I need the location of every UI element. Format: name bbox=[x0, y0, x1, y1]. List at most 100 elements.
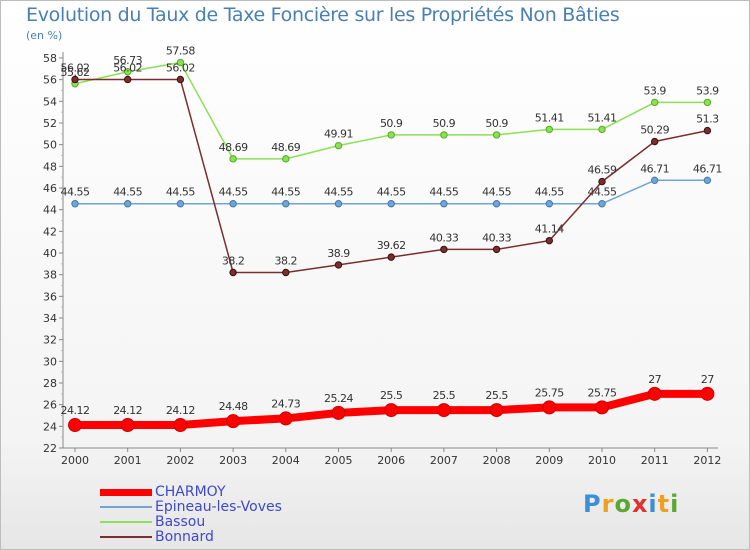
y-tick-label: 34 bbox=[43, 312, 57, 325]
data-point bbox=[545, 200, 553, 208]
legend-label: CHARMOY bbox=[155, 484, 226, 500]
data-label: 24.12 bbox=[113, 404, 142, 417]
data-label: 44.55 bbox=[535, 186, 564, 199]
data-point bbox=[278, 411, 293, 426]
data-label: 38.2 bbox=[222, 255, 245, 268]
data-label: 39.62 bbox=[377, 239, 406, 252]
y-tick-label: 54 bbox=[43, 95, 57, 108]
y-tick-label: 50 bbox=[43, 139, 57, 152]
data-label: 44.55 bbox=[429, 186, 458, 199]
data-label: 50.9 bbox=[380, 117, 403, 130]
x-tick-label: 2007 bbox=[430, 454, 458, 467]
unit-label: (en %) bbox=[26, 29, 63, 42]
data-point bbox=[703, 98, 712, 107]
data-label: 50.29 bbox=[640, 124, 669, 137]
data-label: 25.5 bbox=[485, 389, 508, 402]
data-point bbox=[703, 126, 712, 135]
data-point bbox=[229, 200, 237, 208]
data-label: 48.69 bbox=[219, 141, 248, 154]
data-label: 40.33 bbox=[429, 231, 458, 244]
data-point bbox=[176, 200, 185, 208]
data-label: 38.9 bbox=[327, 247, 350, 260]
data-point bbox=[229, 268, 237, 277]
data-point bbox=[492, 245, 501, 254]
data-label: 56.02 bbox=[61, 61, 90, 74]
data-point bbox=[334, 200, 343, 208]
data-label: 27 bbox=[648, 373, 661, 386]
y-tick-label: 44 bbox=[43, 204, 57, 217]
data-point bbox=[440, 200, 448, 208]
data-label: 40.33 bbox=[482, 231, 511, 244]
data-label: 55.62 bbox=[61, 66, 90, 79]
x-tick-label: 2005 bbox=[325, 454, 353, 467]
data-label: 25.24 bbox=[324, 392, 353, 405]
data-point bbox=[334, 261, 343, 269]
data-label: 25.5 bbox=[433, 389, 456, 402]
data-label: 44.55 bbox=[61, 186, 90, 199]
legend-swatch bbox=[100, 521, 152, 523]
data-point bbox=[651, 98, 659, 107]
data-label: 46.71 bbox=[640, 162, 669, 175]
data-label: 44.55 bbox=[113, 186, 142, 199]
data-point bbox=[176, 58, 185, 67]
x-tick-label: 2010 bbox=[588, 454, 616, 467]
y-tick-label: 52 bbox=[43, 117, 57, 130]
data-label: 44.55 bbox=[219, 186, 248, 199]
data-point bbox=[331, 405, 346, 420]
data-label: 25.75 bbox=[535, 386, 564, 399]
data-point bbox=[124, 75, 132, 84]
data-point bbox=[173, 418, 188, 433]
data-point bbox=[282, 155, 290, 163]
y-tick-label: 24 bbox=[43, 420, 57, 433]
data-label: 25.75 bbox=[588, 386, 617, 399]
legend-label: Epineau-les-Voves bbox=[155, 499, 282, 515]
data-label: 53.9 bbox=[643, 84, 666, 97]
data-point bbox=[545, 236, 553, 245]
data-point bbox=[440, 131, 448, 139]
y-tick-label: 42 bbox=[43, 225, 57, 238]
data-label: 46.71 bbox=[693, 162, 722, 175]
data-label: 53.9 bbox=[696, 84, 719, 97]
y-tick-label: 46 bbox=[43, 182, 57, 195]
y-tick-label: 58 bbox=[43, 52, 57, 65]
legend-label: Bonnard bbox=[155, 529, 214, 545]
data-label: 44.55 bbox=[271, 186, 300, 199]
data-point bbox=[598, 200, 606, 208]
chart-title: Evolution du Taux de Taxe Foncière sur l… bbox=[26, 4, 620, 26]
x-tick-label: 2006 bbox=[377, 454, 405, 467]
data-label: 41.14 bbox=[535, 223, 564, 236]
y-tick-label: 38 bbox=[43, 269, 57, 282]
data-point bbox=[71, 75, 79, 84]
x-tick-label: 2004 bbox=[272, 454, 300, 467]
y-tick-label: 28 bbox=[43, 377, 57, 390]
data-label: 51.41 bbox=[535, 111, 564, 124]
data-point bbox=[282, 200, 290, 208]
data-label: 38.2 bbox=[275, 255, 298, 268]
x-tick-label: 2003 bbox=[219, 454, 247, 467]
data-point bbox=[598, 177, 606, 186]
y-tick-label: 40 bbox=[43, 247, 57, 260]
data-point bbox=[651, 137, 659, 146]
data-label: 56.73 bbox=[113, 54, 142, 67]
data-label: 24.12 bbox=[61, 404, 90, 417]
data-label: 56.02 bbox=[166, 61, 195, 74]
y-tick-label: 36 bbox=[43, 290, 57, 303]
x-tick-label: 2002 bbox=[166, 454, 194, 467]
data-label: 57.58 bbox=[166, 45, 195, 58]
data-point bbox=[282, 268, 290, 277]
data-point bbox=[387, 253, 395, 261]
data-point bbox=[226, 414, 241, 429]
y-tick-label: 32 bbox=[43, 334, 57, 347]
y-tick-label: 22 bbox=[43, 442, 57, 455]
x-tick-label: 2001 bbox=[114, 454, 142, 467]
data-label: 27 bbox=[701, 373, 714, 386]
data-point bbox=[545, 125, 553, 134]
data-label: 44.55 bbox=[482, 186, 511, 199]
data-point bbox=[492, 200, 501, 208]
data-point bbox=[440, 245, 448, 254]
data-point bbox=[334, 141, 343, 150]
data-point bbox=[595, 400, 609, 415]
data-label: 50.9 bbox=[485, 117, 508, 130]
line-chart: 22 24 26 28 30 32 34 36 38 40 42 44 46 48 50 52 54 56 58 20… bbox=[43, 45, 722, 467]
data-point bbox=[387, 200, 395, 208]
